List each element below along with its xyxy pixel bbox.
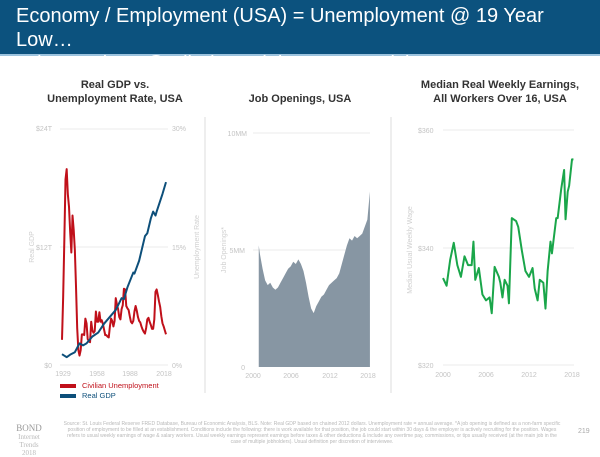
logo-year: 2018 — [22, 449, 36, 457]
y2-axis-label: Unemployment Rate — [194, 215, 201, 279]
logo-name: BOND — [16, 423, 42, 433]
wage-chart-title: Median Real Weekly Earnings, All Workers… — [400, 78, 600, 106]
x-tick: 2018 — [156, 371, 172, 378]
legend-swatch — [60, 383, 76, 388]
job-openings-chart-title: Job Openings, USA — [248, 93, 352, 105]
y2-tick: 0% — [172, 363, 182, 370]
x-tick: 2012 — [521, 372, 537, 379]
x-tick: 2018 — [360, 373, 376, 380]
y-tick: $24T — [36, 126, 53, 133]
y-tick: 0 — [241, 365, 245, 372]
y-tick: $320 — [418, 363, 434, 370]
y-axis-label: Median Usual Weekly Wage — [407, 206, 414, 294]
x-tick: 2000 — [245, 373, 261, 380]
gdp-title-line-1: Real GDP vs. — [80, 79, 150, 91]
legend-unemployment: Civilian Unemployment — [60, 381, 159, 390]
x-tick: 2012 — [322, 373, 338, 380]
x-tick: 2006 — [283, 373, 299, 380]
y-tick: 5MM — [229, 248, 245, 255]
wage-title-line-1: Median Real Weekly Earnings, — [420, 79, 580, 91]
gdp-chart-title: Real GDP vs. Unemployment Rate, USA — [30, 78, 200, 106]
logo-subtitle: Internet Trends — [18, 433, 40, 449]
page-number: 219 — [578, 428, 590, 435]
x-tick: 1958 — [89, 371, 105, 378]
legend-gdp: Real GDP — [60, 391, 116, 400]
x-tick: 1988 — [122, 371, 138, 378]
gdp-title-line-2: Unemployment Rate, USA — [47, 93, 183, 105]
x-tick: 2006 — [478, 372, 494, 379]
y2-tick: 30% — [172, 126, 186, 133]
title-line-2: Job Openings @ All-Time High…Wages Risin… — [16, 53, 432, 75]
job-openings-area — [258, 191, 370, 367]
y-tick: $360 — [418, 128, 434, 135]
legend-label: Civilian Unemployment — [82, 381, 159, 390]
y-tick: $340 — [418, 246, 434, 253]
y-axis-label: Job Openings* — [221, 227, 228, 273]
y-tick: $0 — [44, 363, 52, 370]
wage-line — [442, 158, 574, 315]
slide-title: Economy / Employment (USA) = Unemploymen… — [0, 0, 600, 75]
y-tick: 10MM — [228, 131, 248, 138]
unemployment-line — [61, 168, 167, 357]
x-tick: 2018 — [564, 372, 580, 379]
x-tick: 2000 — [435, 372, 451, 379]
y2-tick: 15% — [172, 245, 186, 252]
y-axis-label: Real GDP — [29, 231, 36, 263]
legend-label: Real GDP — [82, 391, 116, 400]
x-tick: 1929 — [55, 371, 71, 378]
wage-title-line-2: All Workers Over 16, USA — [433, 93, 567, 105]
footnote: Source: St. Louis Federal Reserve FRED D… — [63, 421, 561, 445]
gdp-line — [61, 181, 167, 359]
bond-logo: BOND Internet Trends 2018 — [10, 424, 48, 457]
title-line-1: Economy / Employment (USA) = Unemploymen… — [16, 5, 544, 51]
y-tick: $12T — [36, 245, 53, 252]
legend-swatch — [60, 393, 76, 398]
